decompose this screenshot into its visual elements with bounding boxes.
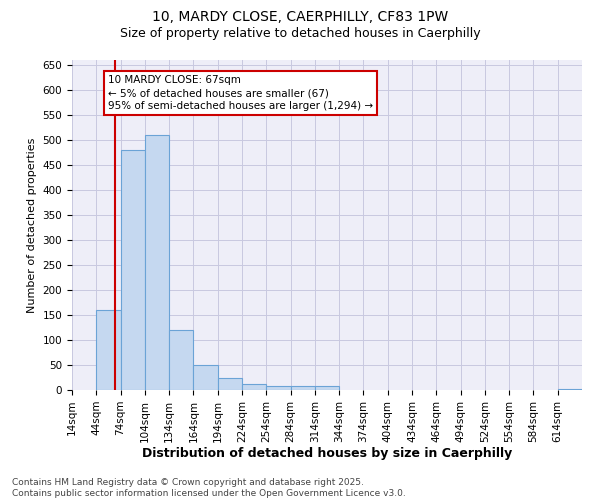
Bar (96, 310, 121, 390)
Bar (266, 386, 290, 390)
Bar (145, 135, 169, 390)
Bar (169, 330, 193, 390)
Bar (218, 378, 242, 390)
Y-axis label: Number of detached properties: Number of detached properties (27, 138, 37, 312)
Text: Contains HM Land Registry data © Crown copyright and database right 2025.
Contai: Contains HM Land Registry data © Crown c… (12, 478, 406, 498)
Bar (290, 386, 315, 390)
Bar (558, 388, 582, 390)
Bar (193, 365, 218, 390)
Bar (242, 384, 266, 390)
Bar (315, 386, 339, 390)
Text: 10, MARDY CLOSE, CAERPHILLY, CF83 1PW: 10, MARDY CLOSE, CAERPHILLY, CF83 1PW (152, 10, 448, 24)
Text: Size of property relative to detached houses in Caerphilly: Size of property relative to detached ho… (119, 28, 481, 40)
Text: 10 MARDY CLOSE: 67sqm
← 5% of detached houses are smaller (67)
95% of semi-detac: 10 MARDY CLOSE: 67sqm ← 5% of detached h… (108, 75, 373, 112)
Bar (121, 150, 145, 390)
X-axis label: Distribution of detached houses by size in Caerphilly: Distribution of detached houses by size … (142, 448, 512, 460)
